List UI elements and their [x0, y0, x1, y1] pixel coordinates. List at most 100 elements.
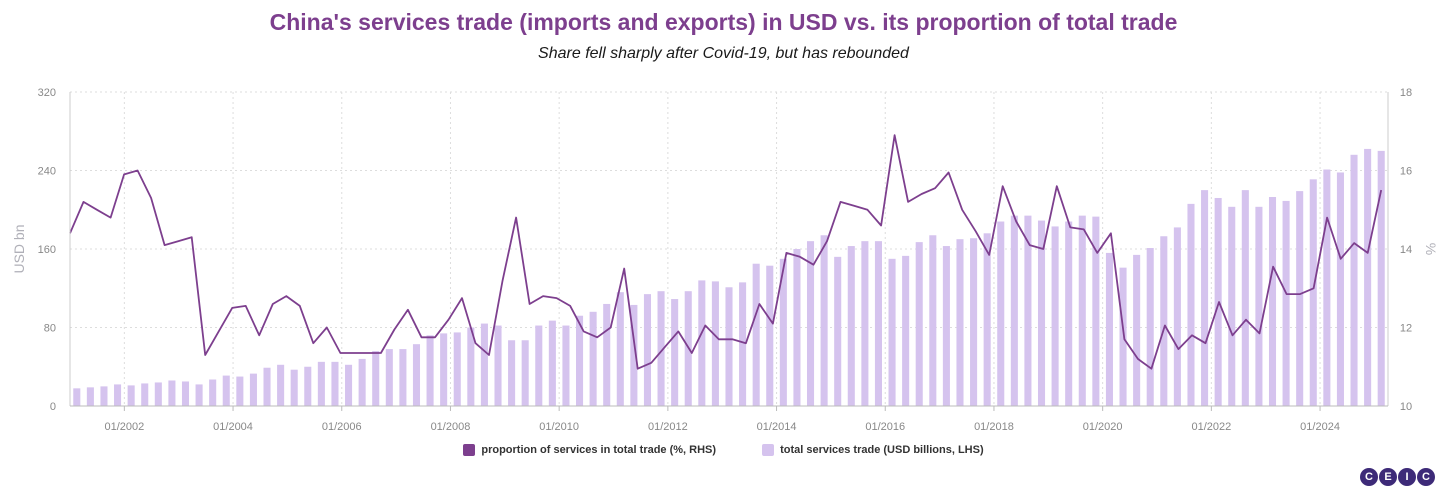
- bar: [1187, 203, 1195, 406]
- chart-subtitle: Share fell sharply after Covid-19, but h…: [538, 45, 909, 62]
- bar: [399, 349, 407, 406]
- x-tick-label: 01/2010: [539, 421, 579, 433]
- bar: [480, 323, 488, 406]
- bar: [1201, 190, 1209, 406]
- bar: [1228, 206, 1236, 406]
- bar: [1241, 190, 1249, 406]
- bar: [426, 335, 434, 406]
- logo-letter: C: [1360, 468, 1378, 486]
- bar: [793, 249, 801, 406]
- bar: [752, 263, 760, 406]
- bar: [970, 238, 978, 406]
- bar: [576, 315, 584, 406]
- x-tick-label: 01/2014: [757, 421, 797, 433]
- bar: [1173, 227, 1181, 406]
- bar: [956, 239, 964, 406]
- bar: [345, 364, 353, 406]
- bar: [304, 366, 312, 406]
- bar: [467, 327, 475, 406]
- bar: [154, 382, 162, 406]
- bar: [494, 325, 502, 406]
- x-tick-label: 01/2012: [648, 421, 688, 433]
- x-tick-label: 01/2024: [1300, 421, 1340, 433]
- y-right-tick-label: 16: [1400, 166, 1412, 178]
- bar: [127, 385, 135, 406]
- bar: [888, 258, 896, 406]
- y-right-tick-label: 10: [1400, 401, 1412, 413]
- bar: [779, 258, 787, 406]
- bar: [1024, 215, 1032, 406]
- bar: [1296, 191, 1304, 406]
- bar: [1364, 148, 1372, 406]
- bar: [1323, 169, 1331, 406]
- y-left-tick-label: 80: [44, 323, 56, 335]
- bar: [195, 384, 203, 406]
- bar: [141, 383, 149, 406]
- legend-item-services[interactable]: total services trade (USD billions, LHS): [762, 444, 984, 456]
- bar: [1092, 216, 1100, 406]
- bar: [874, 241, 882, 406]
- bar: [1065, 221, 1073, 406]
- bar: [548, 320, 556, 406]
- bar: [657, 291, 665, 406]
- legend-swatch-share: [463, 444, 476, 456]
- bar: [643, 294, 652, 406]
- bar: [1160, 236, 1168, 406]
- y-left-tick-label: 240: [38, 166, 56, 178]
- bar: [1350, 154, 1358, 406]
- bar: [847, 246, 855, 406]
- bar: [100, 386, 108, 406]
- bar: [372, 351, 380, 406]
- y-right-tick-label: 12: [1400, 323, 1412, 335]
- y-left-tick-label: 320: [38, 87, 56, 99]
- axes: 0 80 160 240 320 10 12 14 16 18 01/2002 01/2004 01/2…: [11, 87, 1439, 433]
- bar: [412, 344, 421, 406]
- logo-letter: E: [1379, 468, 1397, 486]
- bar: [1051, 226, 1059, 406]
- legend-label-services: total services trade (USD billions, LHS): [780, 444, 984, 456]
- bar: [1309, 179, 1317, 406]
- bar: [1119, 267, 1127, 406]
- bar: [317, 361, 325, 406]
- bar: [521, 340, 529, 406]
- x-tick-label: 01/2006: [322, 421, 362, 433]
- bar: [1133, 254, 1141, 406]
- bar: [1336, 172, 1344, 406]
- x-tick-label: 01/2016: [865, 421, 905, 433]
- y-right-tick-label: 18: [1400, 87, 1412, 99]
- bar: [997, 221, 1005, 406]
- bar: [209, 379, 217, 406]
- bar: [1105, 252, 1113, 406]
- x-tick-label: 01/2002: [104, 421, 144, 433]
- bar: [834, 256, 842, 406]
- bar: [725, 287, 733, 406]
- bar: [453, 332, 461, 406]
- bar: [181, 381, 190, 406]
- y-left-axis-title: USD bn: [11, 224, 27, 273]
- bar: [589, 311, 597, 406]
- bar: [562, 325, 570, 406]
- bar: [806, 241, 815, 406]
- bar: [616, 292, 624, 406]
- x-tick-label: 01/2022: [1191, 421, 1231, 433]
- bar: [739, 282, 747, 406]
- bar: [929, 235, 937, 406]
- x-tick-label: 01/2004: [213, 421, 253, 433]
- legend-label-share: proportion of services in total trade (%…: [481, 444, 717, 456]
- bar: [766, 265, 774, 406]
- legend-item-share[interactable]: proportion of services in total trade (%…: [463, 444, 716, 456]
- x-tick-label: 01/2020: [1083, 421, 1123, 433]
- y-left-tick-label: 0: [50, 401, 56, 413]
- bar: [263, 367, 271, 406]
- legend: proportion of services in total trade (%…: [0, 444, 1447, 456]
- bar: [1268, 196, 1277, 406]
- bar: [168, 380, 176, 406]
- bar: [820, 235, 828, 406]
- bar: [385, 349, 393, 406]
- ceic-logo: C E I C: [1360, 468, 1435, 486]
- bar: [277, 364, 285, 406]
- bar: [86, 387, 94, 406]
- bar: [114, 384, 122, 406]
- bar-series: [73, 148, 1385, 406]
